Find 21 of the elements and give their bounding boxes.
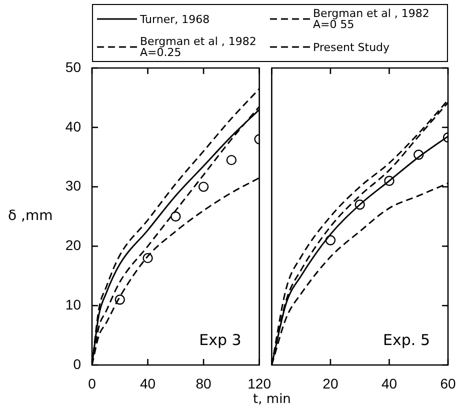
x-tick-label: 0 xyxy=(88,375,96,392)
x-tick-label: 40 xyxy=(140,375,156,392)
annotation: Exp 3 xyxy=(199,331,242,349)
y-tick-label: 20 xyxy=(65,237,82,254)
y-tick-label: 40 xyxy=(65,118,82,134)
y-tick-label: 0 xyxy=(73,356,82,372)
x-tick-label: 120 xyxy=(248,375,272,392)
y-tick-label: 30 xyxy=(65,178,82,194)
legend-label: Turner, 1968 xyxy=(140,12,210,26)
y-tick-label: 50 xyxy=(65,58,82,75)
legend-label: Bergman et al , 1982 A=0.25 xyxy=(140,35,256,59)
legend-label: Bergman et al , 1982 A=0 55 xyxy=(313,7,430,31)
annotation: Exp. 5 xyxy=(383,331,430,349)
x-axis-title: t, min xyxy=(252,392,292,407)
x-tick-label: 60 xyxy=(440,375,456,392)
x-tick-label: 40 xyxy=(381,375,398,392)
y-tick-label: 10 xyxy=(65,296,82,312)
x-tick-label: 20 xyxy=(322,375,338,392)
x-tick-label: 80 xyxy=(196,375,212,392)
legend-label: Present Study xyxy=(313,40,390,54)
y-axis-title: δ ,mm xyxy=(8,208,53,224)
